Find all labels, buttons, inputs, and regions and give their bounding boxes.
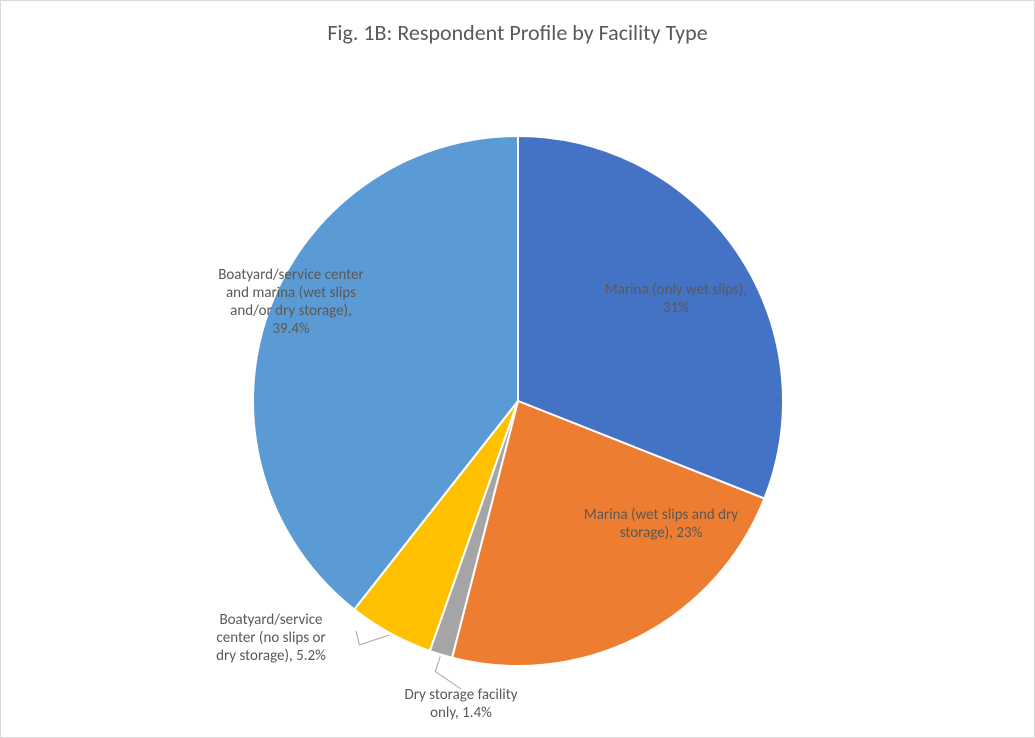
chart-frame: Fig. 1B: Respondent Profile by Facility … <box>0 0 1035 738</box>
label-boatyard-and-marina: Boatyard/service center and marina (wet … <box>181 266 401 338</box>
label-marina-wet-dry: Marina (wet slips and dry storage), 23% <box>556 506 766 542</box>
label-dry-storage-only: Dry storage facility only, 1.4% <box>371 686 551 722</box>
pie-chart-svg <box>1 1 1035 738</box>
label-boatyard-no-slips: Boatyard/service center (no slips or dry… <box>181 611 361 665</box>
label-marina-wet-only: Marina (only wet slips), 31% <box>581 281 771 317</box>
leader-line-dry-storage <box>435 656 461 689</box>
leader-line-boatyard-no-slips <box>356 631 389 645</box>
